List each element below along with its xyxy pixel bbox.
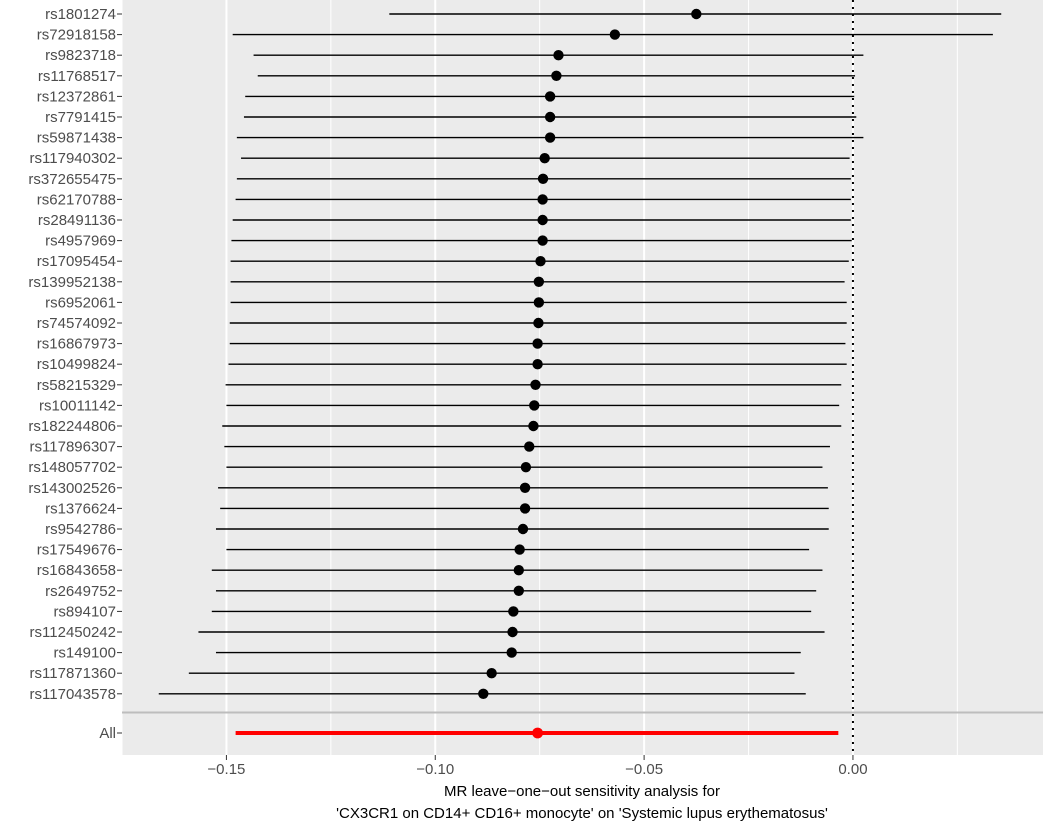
snp-label: rs72918158 xyxy=(37,27,116,44)
snp-label: rs58215329 xyxy=(37,377,116,394)
snp-label: rs10499824 xyxy=(37,356,116,373)
estimate-point xyxy=(544,111,556,123)
snp-label: rs74574092 xyxy=(37,315,116,332)
estimate-point xyxy=(519,503,531,514)
estimate-point xyxy=(530,379,541,390)
x-axis-title-line-2: 'CX3CR1 on CD14+ CD16+ monocyte' on 'Sys… xyxy=(336,805,828,822)
estimate-point xyxy=(537,235,548,246)
estimate-point xyxy=(544,132,556,143)
snp-label: rs16867973 xyxy=(37,336,116,353)
snp-label: rs4957969 xyxy=(45,233,116,250)
y-axis-labels: rs1801274 rs72918158 rs9823718 rs11768517 rs… xyxy=(28,6,122,742)
snp-label: rs9823718 xyxy=(45,47,116,64)
estimate-point xyxy=(520,462,532,473)
estimate-point xyxy=(533,297,545,308)
snp-estimates xyxy=(158,8,1002,699)
estimate-point xyxy=(507,626,518,638)
snp-label: rs6952061 xyxy=(45,294,116,311)
snp-label: rs12372861 xyxy=(37,88,116,105)
snp-label: rs9542786 xyxy=(45,521,116,538)
estimate-point xyxy=(513,585,525,596)
snp-label: rs149100 xyxy=(53,645,116,662)
estimate-point xyxy=(529,400,540,411)
estimate-point xyxy=(544,91,556,102)
estimate-point xyxy=(535,256,546,267)
snp-label: rs148057702 xyxy=(28,459,116,476)
snp-label: rs117940302 xyxy=(30,150,116,167)
plot-panel xyxy=(122,0,1043,755)
estimate-point xyxy=(609,29,621,40)
snp-label: rs182244806 xyxy=(28,418,116,435)
snp-label: rs894107 xyxy=(53,603,116,620)
estimate-point xyxy=(486,668,497,679)
snp-label: rs17549676 xyxy=(37,542,116,559)
estimate-point xyxy=(532,338,543,349)
snp-label: rs11768517 xyxy=(38,68,116,85)
snp-label: rs112450242 xyxy=(30,624,116,641)
snp-label: rs1801274 xyxy=(45,6,116,23)
snp-label: rs7791415 xyxy=(45,109,116,126)
estimate-point xyxy=(537,214,548,226)
snp-label: rs17095454 xyxy=(37,253,116,270)
estimate-point xyxy=(537,194,548,205)
estimate-point xyxy=(519,482,531,493)
estimate-point xyxy=(506,647,517,658)
x-axis-title-line-1: MR leave−one−out sensitivity analysis fo… xyxy=(444,783,720,800)
snp-label: rs16843658 xyxy=(37,562,116,579)
grid-lines xyxy=(121,0,958,755)
estimate-point xyxy=(539,153,550,164)
snp-label: rs62170788 xyxy=(37,191,116,208)
estimate-point xyxy=(517,523,529,535)
estimate-point xyxy=(478,688,489,699)
estimate-point xyxy=(553,50,564,61)
snp-label: rs28491136 xyxy=(38,212,116,229)
overall-label: All xyxy=(99,725,116,742)
snp-label: rs59871438 xyxy=(37,130,116,147)
snp-label: rs117896307 xyxy=(30,439,116,456)
snp-label: rs117043578 xyxy=(30,686,116,703)
snp-label: rs117871360 xyxy=(30,665,116,682)
x-tick-label: −0.15 xyxy=(207,761,245,778)
x-tick-label: −0.05 xyxy=(625,761,663,778)
snp-label: rs143002526 xyxy=(28,480,116,497)
snp-label: rs139952138 xyxy=(28,274,116,291)
estimate-point xyxy=(528,420,539,432)
estimate-point xyxy=(551,70,562,82)
snp-label: rs10011142 xyxy=(39,397,116,414)
estimate-point xyxy=(514,544,525,555)
estimate-point xyxy=(513,565,525,576)
x-axis: −0.15 −0.10 −0.05 0.00 xyxy=(207,755,868,778)
snp-label: rs2649752 xyxy=(45,583,116,600)
estimate-point xyxy=(533,276,545,287)
estimate-point xyxy=(524,441,535,452)
estimate-point xyxy=(691,8,702,20)
overall-estimate-point xyxy=(532,727,543,739)
x-tick-label: −0.10 xyxy=(416,761,454,778)
snp-label: rs1376624 xyxy=(45,500,116,517)
estimate-point xyxy=(537,173,549,184)
snp-label: rs372655475 xyxy=(28,171,116,188)
overall-estimate xyxy=(235,727,839,739)
x-tick-label: 0.00 xyxy=(838,761,867,778)
estimate-point xyxy=(532,359,543,370)
estimate-point xyxy=(508,606,519,617)
estimate-point xyxy=(533,317,544,329)
